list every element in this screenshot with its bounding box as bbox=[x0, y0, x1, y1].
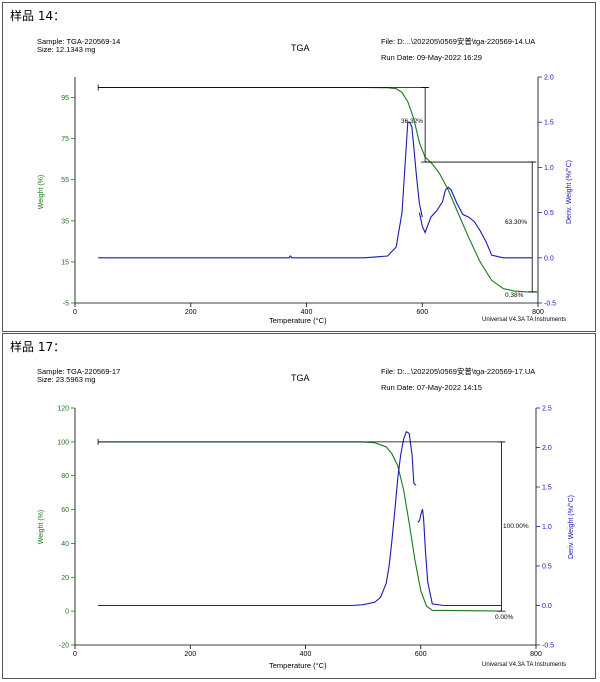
y-tick-label: 95 bbox=[61, 95, 69, 102]
annotation-residue: 0.38% bbox=[505, 292, 524, 299]
panel-title-2: 样品 17： bbox=[10, 340, 66, 354]
annotation-step-2: 63.30% bbox=[505, 219, 527, 226]
file-label: File: D:...\202205\0569安普\tga-220569-17.… bbox=[381, 366, 535, 376]
weight-curve bbox=[98, 86, 538, 293]
y-tick-label: 55 bbox=[61, 177, 69, 184]
y2-axis-label: Deriv. Weight (%/°C) bbox=[567, 495, 575, 559]
annotation-step-1: 36.32% bbox=[401, 118, 423, 125]
y-tick-label: 80 bbox=[61, 473, 69, 480]
sample-label: Sample: TGA-220569-14 bbox=[37, 37, 120, 46]
x-tick-label: 800 bbox=[532, 309, 544, 316]
y-tick-label: 15 bbox=[61, 259, 69, 266]
chart-panel-2: 样品 17： Sample: TGA-220569-17 Size: 23.59… bbox=[2, 333, 596, 679]
y2-tick-label: 0.5 bbox=[544, 210, 554, 217]
x-axis-label: Temperature (°C) bbox=[269, 661, 327, 670]
annotation-step-1: 100.00% bbox=[503, 523, 529, 530]
deriv-curve-2 bbox=[417, 508, 502, 607]
size-label: Size: 12.1343 mg bbox=[37, 45, 95, 54]
x-tick-label: 600 bbox=[415, 651, 427, 658]
footer-label: Universal V4.3A TA Instruments bbox=[482, 662, 566, 668]
y2-tick-label: 0.0 bbox=[542, 603, 552, 610]
x-tick-label: 0 bbox=[73, 309, 77, 316]
y2-tick-label: 1.5 bbox=[544, 120, 554, 127]
tga-chart-1: Sample: TGA-220569-14 Size: 12.1343 mg T… bbox=[37, 36, 573, 325]
x-axis-label: Temperature (°C) bbox=[269, 316, 327, 325]
panel-title-1: 样品 14： bbox=[10, 9, 66, 23]
y-tick-label: 100 bbox=[57, 439, 69, 446]
y-tick-label: 120 bbox=[57, 406, 69, 413]
size-label: Size: 23.5963 mg bbox=[37, 375, 95, 384]
y2-axis-label: Deriv. Weight (%/°C) bbox=[565, 160, 573, 224]
y2-tick-label: 1.0 bbox=[542, 524, 552, 531]
chart-title: TGA bbox=[291, 373, 310, 383]
y-tick-label: 40 bbox=[61, 541, 69, 548]
y-tick-label: 60 bbox=[61, 507, 69, 514]
y-tick-label: 35 bbox=[61, 218, 69, 225]
x-tick-label: 400 bbox=[300, 651, 312, 658]
y2-tick-label: 0.5 bbox=[542, 564, 552, 571]
tga-chart-2: Sample: TGA-220569-17 Size: 23.5963 mg T… bbox=[37, 366, 575, 670]
x-tick-label: 200 bbox=[185, 309, 197, 316]
y2-tick-label: -0.5 bbox=[544, 301, 556, 308]
y2-tick-label: -0.5 bbox=[542, 643, 554, 650]
y2-tick-label: 2.5 bbox=[542, 406, 552, 413]
run-date-label: Run Date: 07-May-2022 14:15 bbox=[381, 383, 482, 392]
y-tick-label: 75 bbox=[61, 136, 69, 143]
file-label: File: D:...\202205\0569安普\tga-220569-14.… bbox=[381, 36, 535, 46]
chart-title: TGA bbox=[291, 43, 310, 53]
y2-tick-label: 1.0 bbox=[544, 165, 554, 172]
y2-tick-label: 0.0 bbox=[544, 255, 554, 262]
y-tick-label: -5 bbox=[63, 301, 69, 308]
deriv-curve-2 bbox=[418, 186, 533, 259]
y2-tick-label: 2.0 bbox=[542, 445, 552, 452]
run-date-label: Run Date: 09-May-2022 16:29 bbox=[381, 53, 482, 62]
footer-label: Universal V4.3A TA Instruments bbox=[482, 317, 566, 323]
deriv-curve-1 bbox=[98, 121, 423, 259]
x-tick-label: 600 bbox=[416, 309, 428, 316]
x-tick-label: 0 bbox=[73, 651, 77, 658]
annotation-residue: 0.00% bbox=[495, 614, 514, 621]
chart-panel-1: 样品 14： Sample: TGA-220569-14 Size: 12.13… bbox=[2, 2, 596, 332]
y-axis-label: Weight (%) bbox=[38, 175, 45, 210]
y-tick-label: -20 bbox=[59, 643, 69, 650]
x-tick-label: 400 bbox=[301, 309, 313, 316]
x-tick-label: 200 bbox=[184, 651, 196, 658]
weight-curve bbox=[98, 441, 502, 612]
y2-tick-label: 2.0 bbox=[544, 75, 554, 82]
y2-tick-label: 1.5 bbox=[542, 485, 552, 492]
y-axis-label: Weight (%) bbox=[38, 510, 45, 545]
deriv-curve-1 bbox=[98, 430, 417, 607]
y-tick-label: 20 bbox=[61, 575, 69, 582]
sample-label: Sample: TGA-220569-17 bbox=[37, 367, 120, 376]
x-tick-label: 800 bbox=[530, 651, 542, 658]
y-tick-label: 0 bbox=[65, 609, 69, 616]
